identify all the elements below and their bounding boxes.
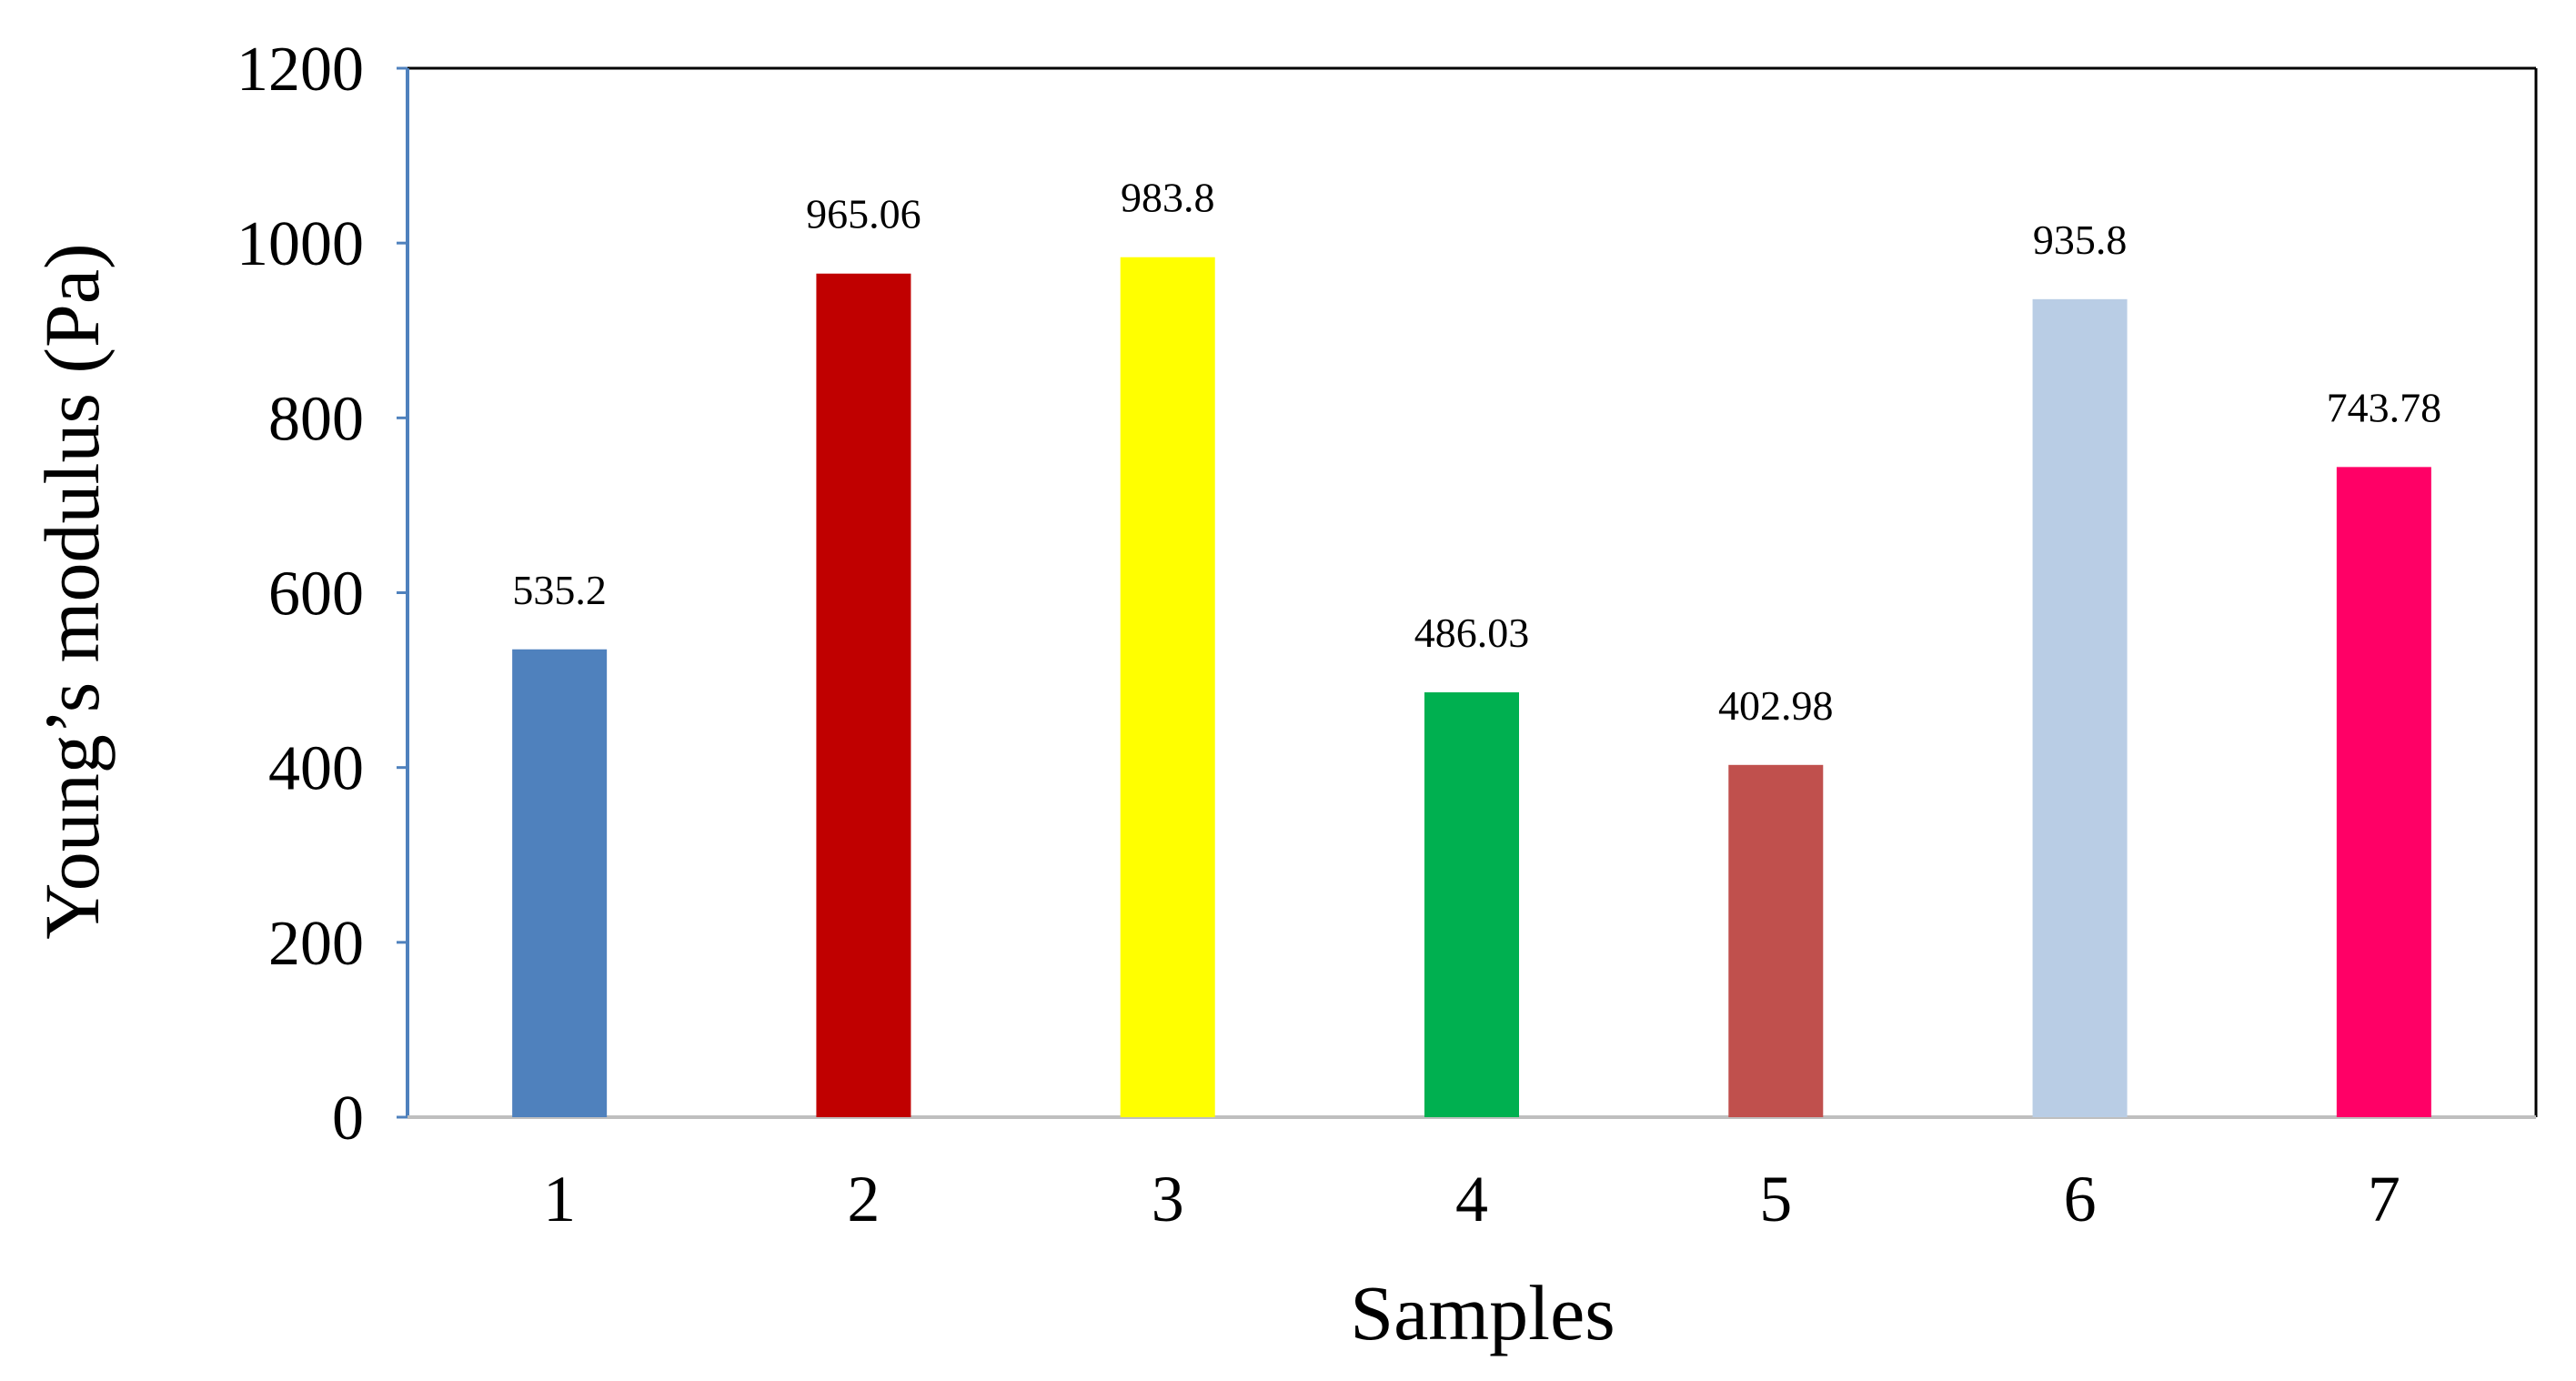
bar-sample-5 — [1728, 764, 1824, 1117]
y-tick-label: 1000 — [236, 209, 364, 279]
bar-sample-1 — [512, 649, 608, 1117]
x-tick-label: 2 — [847, 1163, 880, 1235]
y-axis-title: Young’s modulus (Pa) — [28, 243, 116, 939]
bar-sample-6 — [2032, 298, 2128, 1117]
y-tick-label: 200 — [268, 909, 364, 979]
y-tick-label: 1200 — [236, 35, 364, 105]
x-tick-label: 5 — [1759, 1163, 1792, 1235]
x-axis-ticks: 1 2 3 4 5 6 7 — [543, 1163, 2400, 1235]
data-labels: 535.2 965.06 983.8 486.03 402.98 935.8 743.78 — [512, 175, 2441, 729]
data-label-sample-6: 935.8 — [2033, 217, 2128, 263]
data-label-sample-7: 743.78 — [2327, 384, 2442, 430]
y-tick-label: 400 — [268, 734, 364, 804]
x-tick-label: 4 — [1455, 1163, 1488, 1235]
bar-sample-4 — [1424, 692, 1519, 1117]
data-label-sample-3: 983.8 — [1121, 175, 1215, 221]
y-tick-label: 600 — [268, 559, 364, 630]
bar-sample-3 — [1120, 257, 1215, 1117]
x-tick-label: 7 — [2368, 1163, 2400, 1235]
y-axis-ticks: 0 200 400 600 800 1000 1200 — [236, 35, 408, 1154]
bar-sample-2 — [816, 273, 911, 1118]
x-axis-title: Samples — [1350, 1269, 1615, 1356]
x-tick-label: 3 — [1152, 1163, 1184, 1235]
data-label-sample-5: 402.98 — [1718, 682, 1834, 729]
y-tick-label: 800 — [268, 384, 364, 454]
y-tick-label: 0 — [332, 1084, 364, 1154]
x-tick-label: 6 — [2064, 1163, 2097, 1235]
bar-sample-7 — [2336, 467, 2431, 1117]
data-label-sample-2: 965.06 — [806, 191, 921, 237]
data-label-sample-1: 535.2 — [512, 567, 607, 613]
x-tick-label: 1 — [543, 1163, 576, 1235]
bars — [512, 257, 2431, 1118]
data-label-sample-4: 486.03 — [1414, 610, 1530, 656]
